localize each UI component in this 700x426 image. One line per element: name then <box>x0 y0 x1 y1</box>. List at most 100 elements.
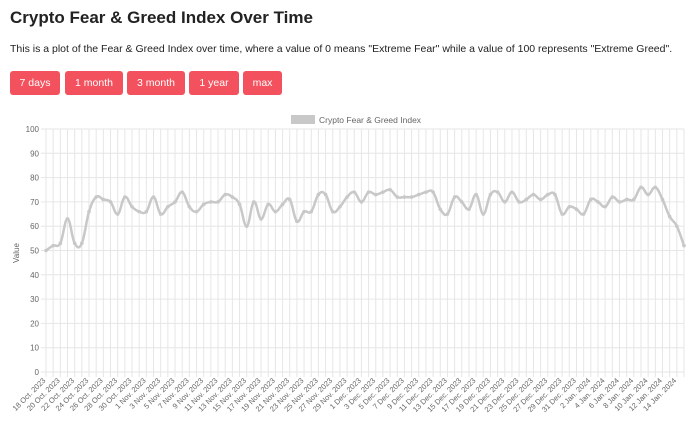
data-point[interactable] <box>682 243 686 248</box>
y-tick-label: 50 <box>30 247 39 256</box>
data-point[interactable] <box>481 212 486 216</box>
range-1-month-button[interactable]: 1 month <box>65 71 123 95</box>
data-point[interactable] <box>180 190 185 194</box>
data-point[interactable] <box>94 195 98 199</box>
data-point[interactable] <box>524 197 529 202</box>
range-max-button[interactable]: max <box>243 71 282 95</box>
data-point[interactable] <box>51 243 55 248</box>
data-point[interactable] <box>330 209 335 214</box>
data-point[interactable] <box>115 212 120 216</box>
data-point[interactable] <box>108 200 113 204</box>
data-point[interactable] <box>560 212 564 216</box>
data-point[interactable] <box>459 200 464 204</box>
data-point[interactable] <box>596 200 600 204</box>
data-point[interactable] <box>101 197 106 202</box>
range-7-days-button[interactable]: 7 days <box>10 71 60 95</box>
data-point[interactable] <box>123 195 127 199</box>
data-point[interactable] <box>137 209 141 214</box>
data-point[interactable] <box>280 202 285 207</box>
data-point[interactable] <box>603 204 607 209</box>
data-point[interactable] <box>438 207 443 211</box>
data-point[interactable] <box>366 190 371 194</box>
chart-series <box>44 185 686 253</box>
data-point[interactable] <box>58 241 63 246</box>
data-point[interactable] <box>667 214 672 219</box>
data-point[interactable] <box>624 197 629 202</box>
data-point[interactable] <box>158 212 163 216</box>
y-tick-label: 40 <box>30 271 39 280</box>
data-point[interactable] <box>639 185 643 190</box>
data-point[interactable] <box>452 195 457 199</box>
data-point[interactable] <box>589 197 593 202</box>
data-point[interactable] <box>65 217 70 221</box>
data-point[interactable] <box>259 217 263 221</box>
data-point[interactable] <box>209 200 213 204</box>
data-point[interactable] <box>216 200 220 204</box>
data-point[interactable] <box>273 209 278 214</box>
data-point[interactable] <box>201 202 206 207</box>
data-point[interactable] <box>359 200 364 204</box>
data-point[interactable] <box>574 207 579 211</box>
data-point[interactable] <box>581 212 586 216</box>
data-point[interactable] <box>194 209 199 214</box>
data-point[interactable] <box>553 192 557 197</box>
legend-label: Crypto Fear & Greed Index <box>319 115 422 125</box>
data-point[interactable] <box>467 207 471 211</box>
data-point[interactable] <box>72 241 77 246</box>
data-point[interactable] <box>352 190 357 194</box>
data-point[interactable] <box>517 200 521 204</box>
data-point[interactable] <box>416 192 421 197</box>
data-point[interactable] <box>244 224 249 228</box>
data-point[interactable] <box>646 192 650 197</box>
data-point[interactable] <box>373 192 378 197</box>
data-point[interactable] <box>538 197 543 202</box>
data-point[interactable] <box>660 197 665 202</box>
data-point[interactable] <box>488 192 493 197</box>
data-point[interactable] <box>287 197 292 202</box>
data-point[interactable] <box>44 248 48 253</box>
data-point[interactable] <box>545 192 550 197</box>
data-point[interactable] <box>409 195 414 199</box>
data-point[interactable] <box>230 195 235 199</box>
data-point[interactable] <box>338 204 342 209</box>
data-point[interactable] <box>173 200 177 204</box>
data-point[interactable] <box>130 204 134 209</box>
data-point[interactable] <box>302 209 306 214</box>
data-point[interactable] <box>474 192 478 197</box>
data-point[interactable] <box>510 190 514 194</box>
data-point[interactable] <box>632 197 636 202</box>
data-point[interactable] <box>345 195 349 199</box>
data-point[interactable] <box>381 190 385 194</box>
data-point[interactable] <box>187 204 192 209</box>
data-point[interactable] <box>166 204 170 209</box>
data-point[interactable] <box>237 202 242 207</box>
data-point[interactable] <box>502 200 507 204</box>
data-point[interactable] <box>675 224 679 228</box>
data-point[interactable] <box>617 200 622 204</box>
data-point[interactable] <box>266 202 271 207</box>
data-point[interactable] <box>431 190 435 194</box>
data-point[interactable] <box>223 192 228 197</box>
data-point[interactable] <box>80 241 84 246</box>
data-point[interactable] <box>531 192 536 197</box>
data-point[interactable] <box>495 190 500 194</box>
data-point[interactable] <box>151 195 156 199</box>
data-point[interactable] <box>87 209 91 214</box>
range-3-month-button[interactable]: 3 month <box>127 71 185 95</box>
data-point[interactable] <box>653 185 658 190</box>
data-point[interactable] <box>610 195 615 199</box>
data-point[interactable] <box>445 212 450 216</box>
data-point[interactable] <box>388 187 392 192</box>
data-point[interactable] <box>323 192 328 197</box>
data-point[interactable] <box>395 195 400 199</box>
chart-legend[interactable]: Crypto Fear & Greed Index <box>291 115 422 125</box>
data-point[interactable] <box>424 190 428 194</box>
data-point[interactable] <box>402 195 407 199</box>
data-point[interactable] <box>295 219 299 224</box>
data-point[interactable] <box>316 192 321 197</box>
data-point[interactable] <box>144 209 149 214</box>
data-point[interactable] <box>567 204 572 209</box>
range-1-year-button[interactable]: 1 year <box>189 71 239 95</box>
data-point[interactable] <box>309 209 314 214</box>
data-point[interactable] <box>252 200 256 204</box>
